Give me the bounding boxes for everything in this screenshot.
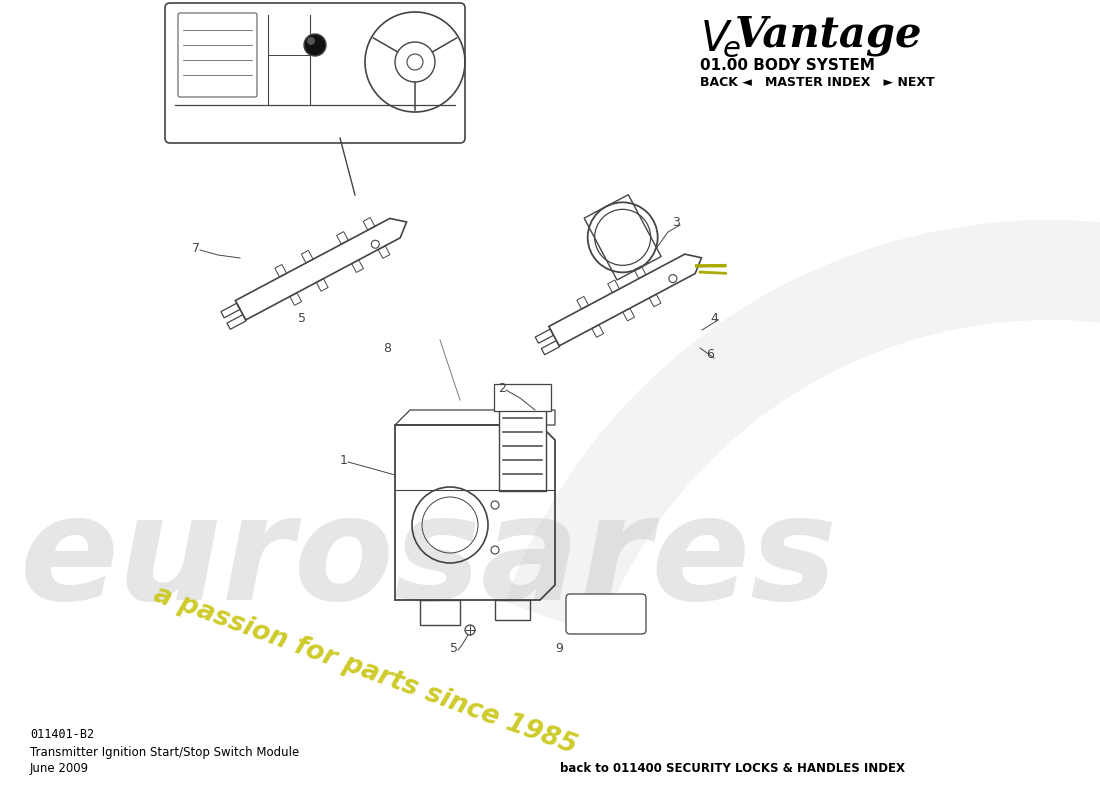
Text: a passion for parts since 1985: a passion for parts since 1985 [150, 581, 581, 759]
Text: BACK ◄   MASTER INDEX   ► NEXT: BACK ◄ MASTER INDEX ► NEXT [700, 76, 935, 89]
Polygon shape [505, 220, 1100, 636]
Text: 3: 3 [672, 215, 680, 229]
Circle shape [307, 37, 315, 45]
FancyBboxPatch shape [499, 409, 546, 491]
FancyBboxPatch shape [566, 594, 646, 634]
Text: $\mathit{V\!_{e}}$: $\mathit{V\!_{e}}$ [700, 18, 740, 60]
FancyBboxPatch shape [178, 13, 257, 97]
Text: 1: 1 [340, 454, 348, 466]
Text: Vantage: Vantage [735, 14, 923, 56]
Text: 01.00 BODY SYSTEM: 01.00 BODY SYSTEM [700, 58, 874, 73]
FancyBboxPatch shape [494, 384, 551, 411]
Text: back to 011400 SECURITY LOCKS & HANDLES INDEX: back to 011400 SECURITY LOCKS & HANDLES … [560, 762, 905, 775]
Text: 8: 8 [383, 342, 390, 354]
Text: 5: 5 [450, 642, 458, 654]
Text: 7: 7 [192, 242, 200, 254]
Text: June 2009: June 2009 [30, 762, 89, 775]
Text: 5: 5 [298, 311, 306, 325]
Text: Transmitter Ignition Start/Stop Switch Module: Transmitter Ignition Start/Stop Switch M… [30, 746, 299, 759]
FancyBboxPatch shape [165, 3, 465, 143]
Text: 011401-B2: 011401-B2 [30, 728, 95, 741]
Text: eurosares: eurosares [20, 490, 838, 630]
Text: 4: 4 [710, 311, 718, 325]
Text: 2: 2 [498, 382, 506, 394]
Circle shape [304, 34, 326, 56]
Text: 6: 6 [706, 349, 714, 362]
Text: 9: 9 [556, 642, 563, 654]
